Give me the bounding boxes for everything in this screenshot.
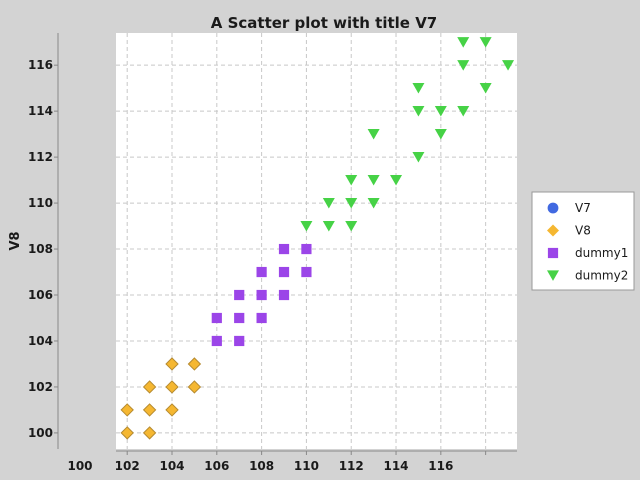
data-marks <box>120 37 515 440</box>
data-point-dummy1 <box>234 335 245 347</box>
data-point-dummy2 <box>412 83 425 94</box>
chart-title: A Scatter plot with title V7 <box>211 14 438 32</box>
legend-label-dummy1: dummy1 <box>575 246 628 260</box>
data-point-dummy2 <box>479 37 492 48</box>
x-tick-label: 104 <box>159 459 184 473</box>
data-point-dummy1 <box>301 243 312 255</box>
data-point-dummy2 <box>367 197 380 209</box>
legend-marker-v8 <box>547 224 559 237</box>
data-point-dummy1 <box>211 335 222 347</box>
data-point-v8 <box>142 403 157 417</box>
y-axis-title: V8 <box>8 231 23 250</box>
x-tick-label: 106 <box>204 459 229 473</box>
data-point-v8 <box>165 357 179 371</box>
legend-label-dummy2: dummy2 <box>575 269 628 283</box>
y-tick-label: 102 <box>28 380 53 394</box>
data-point-v8 <box>165 403 179 417</box>
x-tick-label: 102 <box>115 459 140 473</box>
x-tick-label: 116 <box>428 459 453 473</box>
grid <box>116 33 517 449</box>
data-point-dummy2 <box>390 174 403 186</box>
data-point-dummy2 <box>367 174 380 186</box>
y-tick-label: 116 <box>28 58 53 72</box>
y-tick-label: 110 <box>28 196 53 210</box>
legend-label-v8: V8 <box>575 224 591 238</box>
y-ticks: 100 102 104 106 108 110 112 114 116 <box>28 58 58 440</box>
legend-marker-dummy1 <box>547 247 559 259</box>
data-point-dummy2 <box>434 106 447 117</box>
data-point-v8 <box>187 380 202 394</box>
data-point-dummy2 <box>322 197 335 209</box>
x-tick-label: 112 <box>339 459 364 473</box>
data-point-dummy1 <box>256 312 267 324</box>
legend: V7 V8 dummy1 dummy2 <box>531 191 635 291</box>
legend-marker-v7 <box>547 202 559 214</box>
data-point-dummy1 <box>234 289 245 301</box>
x-tick-label-extra: 100 <box>67 459 92 473</box>
data-point-dummy1 <box>278 243 290 255</box>
data-point-dummy1 <box>278 266 290 278</box>
data-point-v8 <box>120 426 134 440</box>
data-point-dummy2 <box>434 129 447 140</box>
data-point-dummy2 <box>367 129 380 140</box>
y-tick-label: 100 <box>28 426 53 440</box>
data-point-v8 <box>120 403 134 417</box>
x-tick-label: 114 <box>383 459 408 473</box>
data-point-dummy1 <box>278 289 290 301</box>
legend-label-v7: V7 <box>575 201 591 215</box>
plot-area <box>116 33 517 449</box>
data-point-dummy2 <box>345 174 358 186</box>
data-point-dummy2 <box>345 197 358 209</box>
data-point-dummy2 <box>345 220 358 232</box>
x-ticks: 102 104 106 108 110 112 114 116 <box>115 451 487 473</box>
data-point-v8 <box>165 380 179 394</box>
data-point-dummy2 <box>322 220 335 232</box>
y-tick-label: 108 <box>28 242 53 256</box>
data-point-dummy1 <box>211 312 222 324</box>
x-tick-label: 110 <box>294 459 319 473</box>
legend-marker-dummy2 <box>547 270 559 281</box>
x-tick-label: 108 <box>249 459 274 473</box>
y-tick-label: 112 <box>28 150 53 164</box>
y-tick-label: 106 <box>28 288 53 302</box>
data-point-v8 <box>142 426 157 440</box>
data-point-dummy1 <box>301 266 312 278</box>
data-point-dummy2 <box>479 83 492 94</box>
data-point-dummy2 <box>412 106 425 117</box>
data-point-dummy1 <box>256 266 267 278</box>
data-point-v8 <box>187 357 202 371</box>
data-point-dummy1 <box>234 312 245 324</box>
y-tick-label: 114 <box>28 104 53 118</box>
data-point-dummy2 <box>457 60 470 71</box>
data-point-dummy2 <box>412 152 425 163</box>
data-point-dummy2 <box>300 220 313 232</box>
data-point-dummy1 <box>256 289 267 301</box>
y-tick-label: 104 <box>28 334 53 348</box>
data-point-v8 <box>142 380 157 394</box>
data-point-dummy2 <box>457 37 470 48</box>
data-point-dummy2 <box>502 60 515 71</box>
data-point-dummy2 <box>457 106 470 117</box>
